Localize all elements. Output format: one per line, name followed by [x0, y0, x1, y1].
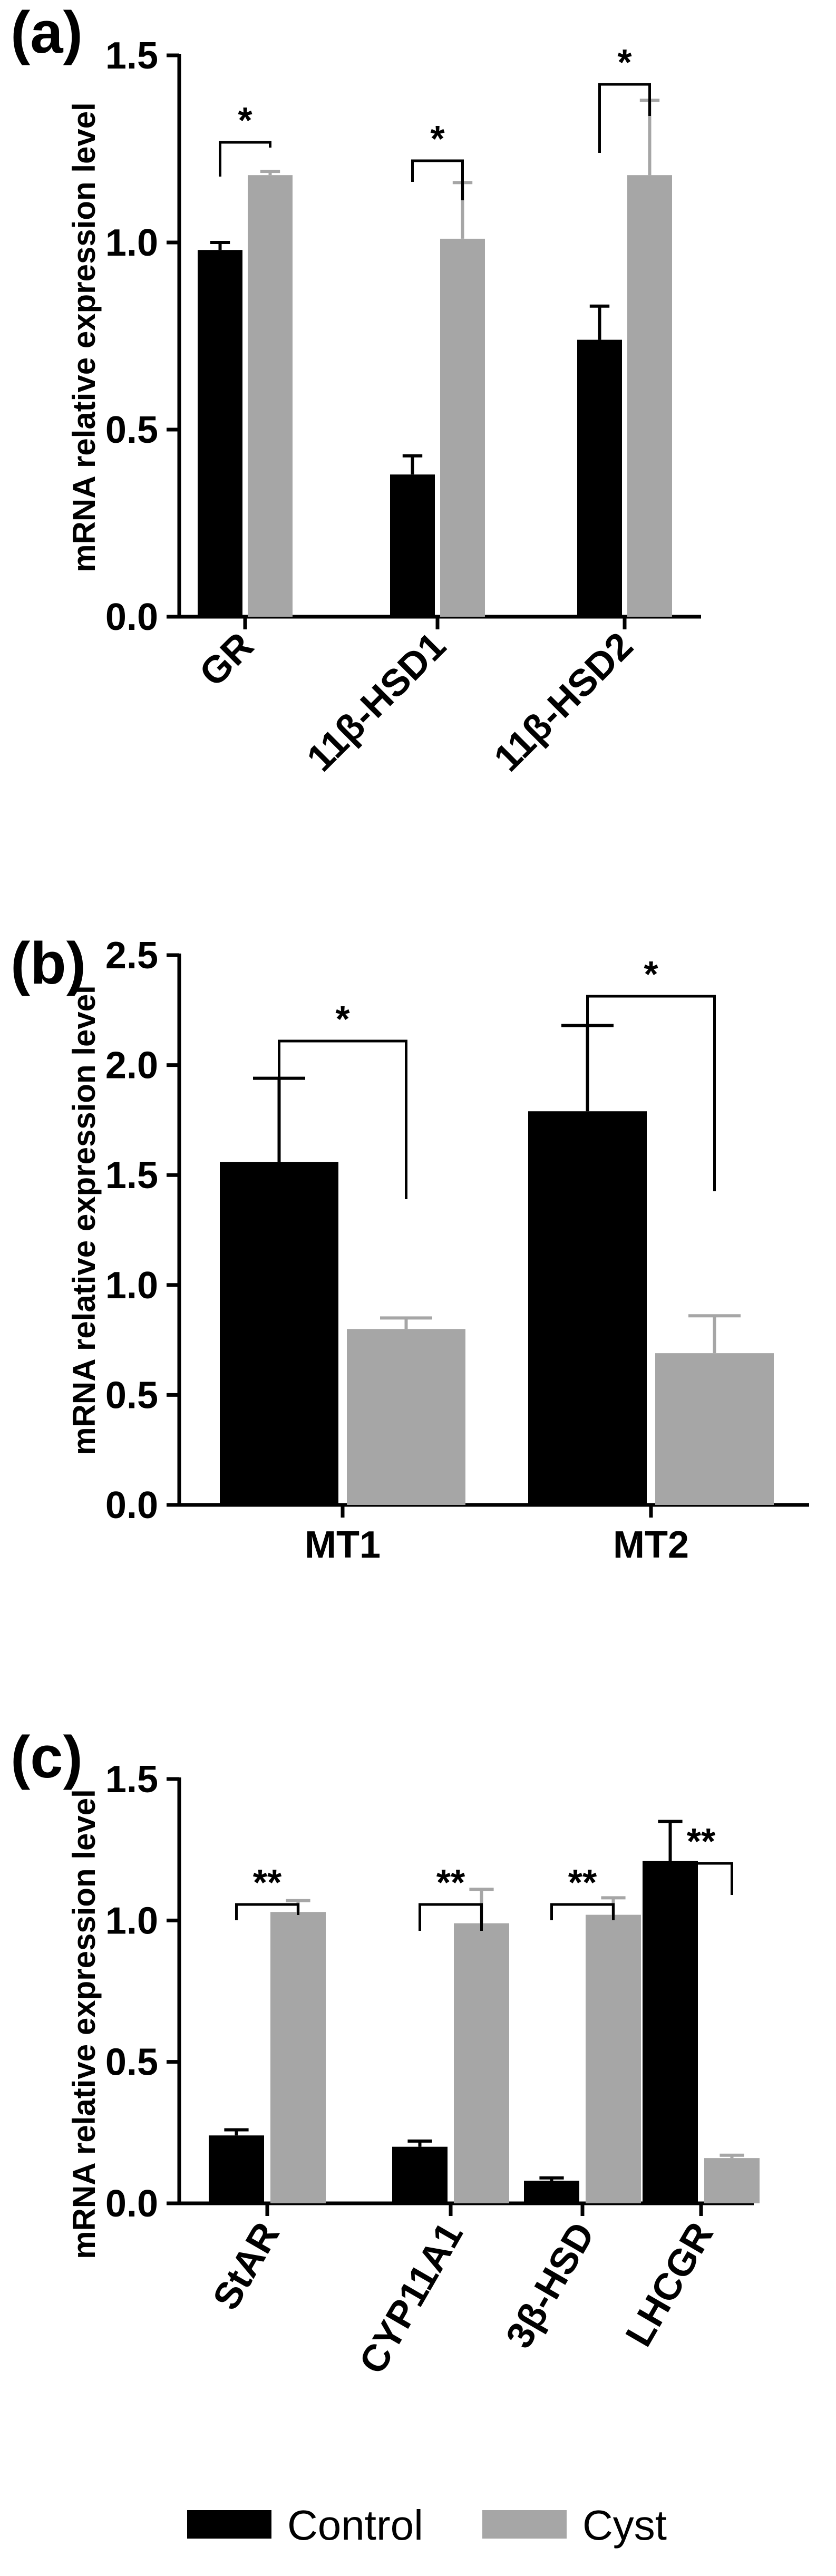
significance-bracket [598, 83, 651, 153]
y-tick-label: 2.0 [105, 1045, 158, 1087]
y-tick-label: 0.5 [105, 2042, 158, 2084]
significance-bracket [669, 1862, 733, 1919]
significance-bracket [419, 1903, 483, 1931]
significance-label: * [430, 118, 445, 159]
bar-control [198, 250, 242, 617]
y-tick-label: 1.5 [105, 35, 158, 77]
bar-control [528, 1111, 647, 1505]
bar-control [220, 1162, 338, 1505]
panel-label-a: (a) [11, 0, 83, 65]
chart-panel-b: (b) mRNA relative expression level 0.0 0… [11, 930, 809, 1566]
panel-label-c: (c) [11, 1724, 83, 1790]
category-label: 11β-HSD2 [486, 625, 641, 780]
bar-cyst [586, 1914, 641, 2203]
y-tick-label: 1.0 [105, 1900, 158, 1942]
y-tick-label: 1.5 [105, 1154, 158, 1197]
x-ticks-c: StAR CYP11A1 3β-HSD LHCGR [205, 2215, 722, 2381]
category-label: LHCGR [618, 2215, 722, 2354]
y-tick-label: 0.0 [105, 1484, 158, 1527]
y-tick-label: 2.5 [105, 935, 158, 977]
legend-label-cyst: Cyst [582, 2502, 667, 2549]
category-label: StAR [205, 2215, 288, 2317]
chart-panel-c: (c) mRNA relative expression level 0.0 0… [11, 1724, 760, 2381]
bar-cyst [347, 1329, 465, 1505]
x-ticks-b: MT1 MT2 [305, 1524, 689, 1566]
y-tick-label: 0.0 [105, 2183, 158, 2225]
category-label: 3β-HSD [498, 2215, 603, 2355]
y-tick-label: 0.5 [105, 1374, 158, 1416]
bars-b [167, 953, 809, 1518]
significance-bracket [235, 1903, 299, 1920]
y-axis-title-a: mRNA relative expression level [66, 102, 102, 572]
significance-b: * * [335, 954, 658, 1039]
y-ticks-a: 0.0 0.5 1.0 1.5 [105, 35, 158, 638]
bar-control [524, 2181, 579, 2203]
y-tick-label: 0.0 [105, 596, 158, 638]
y-axis-title-c: mRNA relative expression level [66, 1789, 102, 2259]
y-ticks-c: 0.0 0.5 1.0 1.5 [105, 1758, 158, 2225]
significance-label: * [238, 100, 252, 141]
y-tick-label: 1.5 [105, 1758, 158, 1801]
significance-label: ** [253, 1862, 282, 1903]
bar-cyst [704, 2158, 760, 2203]
significance-c: ** ** ** ** [253, 1821, 716, 1903]
x-ticks-a: GR 11β-HSD1 11β-HSD2 [191, 625, 641, 780]
significance-bracket [219, 141, 271, 177]
category-label: 11β-HSD1 [299, 625, 454, 780]
legend-swatch-cyst [482, 2510, 567, 2539]
legend-swatch-control [187, 2510, 271, 2539]
significance-label: * [644, 954, 658, 995]
bar-control [209, 2135, 264, 2203]
y-ticks-b: 0.0 0.5 1.0 1.5 2.0 2.5 [105, 935, 158, 1527]
significance-bracket [411, 159, 464, 200]
bar-cyst [454, 1923, 509, 2203]
bar-control [392, 2146, 448, 2203]
significance-label: ** [568, 1862, 597, 1903]
significance-label: ** [687, 1821, 716, 1862]
significance-bracket [550, 1903, 615, 1920]
significance-bracket [278, 1039, 407, 1199]
y-tick-label: 1.0 [105, 1265, 158, 1307]
bar-cyst [655, 1353, 774, 1505]
bars-a [167, 53, 701, 629]
category-label: CYP11A1 [351, 2215, 471, 2381]
significance-label: * [617, 42, 632, 83]
bar-cyst [270, 1912, 326, 2203]
bar-control [577, 339, 622, 617]
legend-label-control: Control [287, 2502, 423, 2549]
bar-cyst [440, 238, 485, 617]
bars-c [167, 1777, 760, 2216]
category-label: MT1 [305, 1524, 381, 1566]
significance-bracket [586, 995, 716, 1191]
panel-label-b: (b) [11, 930, 86, 996]
bar-control [390, 474, 435, 617]
legend: Control Cyst [187, 2502, 667, 2549]
y-tick-label: 0.5 [105, 409, 158, 451]
category-label: GR [191, 625, 261, 695]
significance-a: * * * [238, 42, 632, 159]
significance-label: ** [436, 1862, 465, 1903]
chart-panel-a: (a) mRNA relative expression level 0.0 0… [11, 0, 701, 780]
category-label: MT2 [613, 1524, 689, 1566]
y-tick-label: 1.0 [105, 222, 158, 264]
bar-cyst [248, 175, 293, 617]
bar-cyst [627, 175, 672, 617]
y-axis-title-b: mRNA relative expression level [66, 985, 102, 1455]
significance-label: * [335, 998, 350, 1039]
